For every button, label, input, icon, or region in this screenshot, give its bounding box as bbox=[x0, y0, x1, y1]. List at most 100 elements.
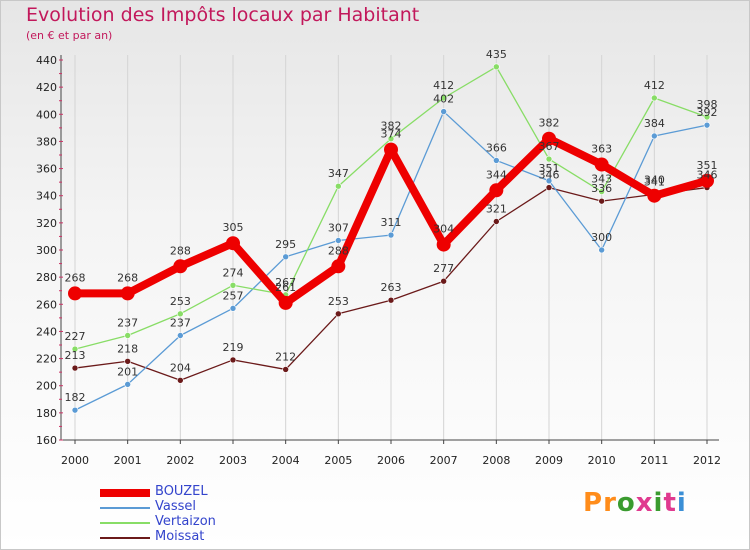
data-label-vassel-2009: 351 bbox=[539, 162, 560, 175]
data-label-moissat-2011: 341 bbox=[644, 175, 665, 188]
y-tick-label: 340 bbox=[36, 190, 57, 203]
brand-letter: t bbox=[663, 488, 677, 518]
data-point-vassel-2000 bbox=[71, 406, 79, 414]
x-tick-label: 2004 bbox=[272, 454, 300, 467]
data-label-bouzel-2001: 268 bbox=[117, 271, 138, 284]
y-tick-label: 240 bbox=[36, 325, 57, 338]
legend-label: Vassel bbox=[155, 499, 197, 514]
data-label-vassel-2000: 182 bbox=[65, 391, 86, 404]
x-tick-label: 2000 bbox=[61, 454, 89, 467]
data-point-vassel-2010 bbox=[598, 246, 605, 254]
data-point-vassel-2006 bbox=[387, 231, 395, 239]
data-label-moissat-2003: 219 bbox=[223, 341, 244, 354]
data-label-vassel-2002: 237 bbox=[170, 317, 191, 330]
data-point-vassel-2002 bbox=[177, 332, 184, 339]
data-label-vertaizon-2006: 382 bbox=[381, 120, 402, 133]
data-label-vertaizon-2004: 267 bbox=[275, 276, 296, 289]
x-tick-label: 2010 bbox=[588, 454, 616, 467]
data-label-vertaizon-2012: 398 bbox=[697, 98, 718, 111]
data-label-moissat-2000: 213 bbox=[65, 349, 86, 362]
y-tick-label: 380 bbox=[36, 135, 57, 148]
data-point-moissat-2004 bbox=[282, 366, 289, 373]
data-label-bouzel-2007: 304 bbox=[433, 223, 454, 236]
data-point-vertaizon-2000 bbox=[71, 345, 79, 353]
data-label-moissat-2002: 204 bbox=[170, 361, 191, 374]
data-point-vassel-2003 bbox=[229, 305, 237, 312]
data-point-vertaizon-2003 bbox=[229, 281, 237, 289]
data-label-bouzel-2011: 340 bbox=[644, 174, 665, 187]
data-label-moissat-2010: 336 bbox=[591, 182, 612, 195]
legend-label: Vertaizon bbox=[155, 514, 216, 529]
data-point-bouzel-2003 bbox=[226, 236, 240, 251]
data-point-bouzel-2012 bbox=[700, 173, 714, 188]
data-point-vertaizon-2001 bbox=[124, 332, 131, 339]
data-point-bouzel-2009 bbox=[542, 131, 556, 146]
data-point-vertaizon-2011 bbox=[651, 94, 658, 102]
data-labels: 213 218 204 219 212 253 263 277 321 346 336 341 346 1… bbox=[65, 48, 718, 404]
data-point-vassel-2001 bbox=[124, 381, 131, 388]
data-point-bouzel-2002 bbox=[173, 259, 188, 274]
data-point-bouzel-2001 bbox=[120, 286, 135, 301]
data-point-vassel-2009 bbox=[545, 177, 553, 185]
data-label-moissat-2009: 346 bbox=[539, 169, 560, 182]
legend-swatch bbox=[100, 489, 150, 497]
data-label-vertaizon-2010: 343 bbox=[591, 173, 612, 186]
x-tick-label: 2007 bbox=[430, 454, 458, 467]
data-label-bouzel-2010: 363 bbox=[591, 143, 612, 156]
data-point-moissat-2001 bbox=[124, 357, 131, 365]
data-point-vassel-2011 bbox=[651, 132, 658, 140]
data-label-bouzel-2002: 288 bbox=[170, 244, 191, 257]
data-point-bouzel-2000 bbox=[68, 286, 82, 301]
data-point-vassel-2008 bbox=[493, 157, 500, 164]
chart-subtitle: (en € et par an) bbox=[26, 29, 113, 42]
x-tick-label: 2005 bbox=[324, 454, 352, 467]
data-label-vertaizon-2000: 227 bbox=[65, 330, 86, 343]
x-tick-label: 2001 bbox=[114, 454, 142, 467]
data-point-vassel-2012 bbox=[703, 121, 711, 129]
data-label-vertaizon-2011: 412 bbox=[644, 79, 665, 92]
data-point-vertaizon-2008 bbox=[493, 63, 500, 71]
data-label-vertaizon-2002: 253 bbox=[170, 295, 191, 308]
data-label-bouzel-2005: 288 bbox=[328, 244, 349, 257]
y-tick-label: 320 bbox=[36, 217, 57, 230]
data-label-vassel-2006: 311 bbox=[381, 216, 402, 229]
data-label-vassel-2001: 201 bbox=[117, 365, 138, 378]
data-label-bouzel-2008: 344 bbox=[486, 168, 507, 181]
data-label-vassel-2005: 307 bbox=[328, 222, 349, 235]
brand-letter: i bbox=[653, 488, 664, 518]
legend-swatch bbox=[100, 507, 150, 509]
data-point-bouzel-2008 bbox=[489, 183, 504, 198]
y-tick-label: 440 bbox=[36, 54, 57, 67]
data-label-moissat-2004: 212 bbox=[275, 350, 296, 363]
y-tick-label: 200 bbox=[36, 380, 57, 393]
data-point-bouzel-2004 bbox=[278, 295, 293, 310]
y-tick-label: 260 bbox=[36, 298, 57, 311]
y-tick-label: 280 bbox=[36, 271, 57, 284]
data-point-vassel-2005 bbox=[335, 237, 342, 244]
data-point-moissat-2005 bbox=[335, 310, 342, 318]
data-label-vertaizon-2003: 274 bbox=[223, 266, 244, 279]
data-label-vertaizon-2008: 435 bbox=[486, 48, 507, 61]
data-point-moissat-2003 bbox=[229, 356, 237, 364]
series-layer bbox=[68, 63, 714, 414]
brand-letter: i bbox=[676, 488, 687, 518]
data-label-bouzel-2012: 351 bbox=[697, 159, 718, 172]
y-tick-label: 160 bbox=[36, 434, 57, 447]
data-point-vassel-2004 bbox=[282, 253, 289, 261]
x-tick-label: 2003 bbox=[219, 454, 247, 467]
y-tick-label: 180 bbox=[36, 407, 57, 420]
x-tick-label: 2008 bbox=[482, 454, 510, 467]
data-point-moissat-2000 bbox=[71, 364, 79, 372]
data-point-vertaizon-2006 bbox=[387, 135, 395, 143]
data-label-moissat-2007: 277 bbox=[433, 262, 454, 275]
data-point-moissat-2007 bbox=[440, 277, 447, 285]
axes: 160 180 200 220 240 260 280 300 320 340 360 380 400 4… bbox=[36, 54, 721, 467]
legend-label: BOUZEL bbox=[155, 484, 208, 499]
data-point-vertaizon-2002 bbox=[177, 310, 184, 318]
data-label-moissat-2012: 346 bbox=[697, 169, 718, 182]
legend-swatch bbox=[100, 522, 150, 524]
data-label-bouzel-2004: 261 bbox=[275, 281, 296, 294]
data-label-vertaizon-2005: 347 bbox=[328, 167, 349, 180]
legend-swatch bbox=[100, 537, 150, 539]
